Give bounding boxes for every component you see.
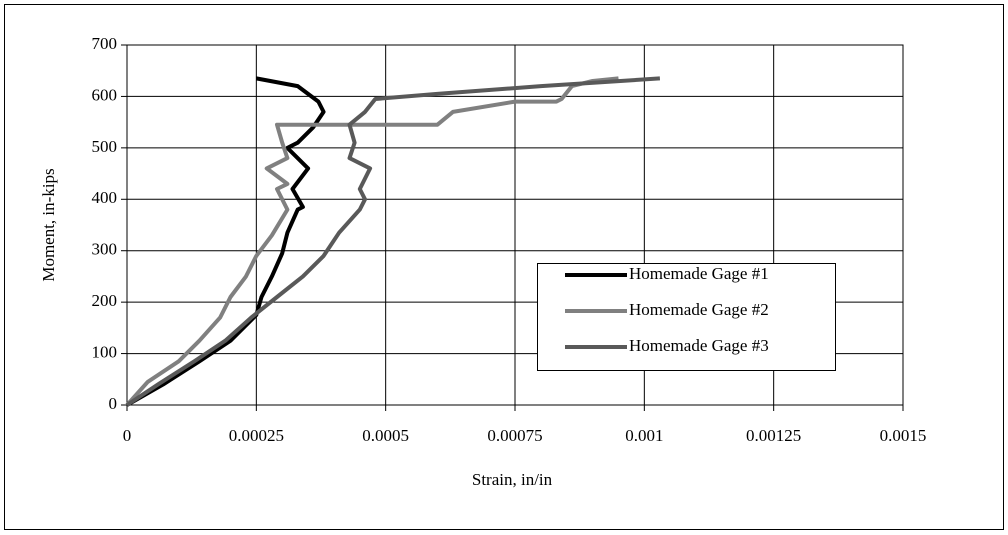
y-tick-label: 600 xyxy=(92,85,118,104)
series-line xyxy=(125,76,619,407)
y-tick-label: 500 xyxy=(92,137,118,156)
x-tick-label: 0.00075 xyxy=(487,426,542,445)
y-tick-label: 200 xyxy=(92,291,118,310)
y-tick-label: 0 xyxy=(109,394,118,413)
y-tick-label: 400 xyxy=(92,188,118,207)
x-tick-label: 0.0005 xyxy=(362,426,409,445)
x-tick-label: 0 xyxy=(123,426,132,445)
x-tick-label: 0.00125 xyxy=(746,426,801,445)
legend-label: Homemade Gage #3 xyxy=(629,336,769,355)
legend-box xyxy=(537,263,836,371)
x-tick-label: 0.0015 xyxy=(880,426,927,445)
series-line xyxy=(125,76,661,407)
y-tick-label: 700 xyxy=(92,34,118,53)
y-axis-title: Moment, in-kips xyxy=(39,168,58,281)
y-tick-label: 300 xyxy=(92,240,118,259)
legend-label: Homemade Gage #1 xyxy=(629,264,769,283)
x-tick-label: 0.00025 xyxy=(229,426,284,445)
x-tick-label: 0.001 xyxy=(625,426,663,445)
legend-label: Homemade Gage #2 xyxy=(629,300,769,319)
series-line xyxy=(126,76,326,407)
y-tick-label: 100 xyxy=(92,342,118,361)
x-axis-title: Strain, in/in xyxy=(472,470,553,489)
